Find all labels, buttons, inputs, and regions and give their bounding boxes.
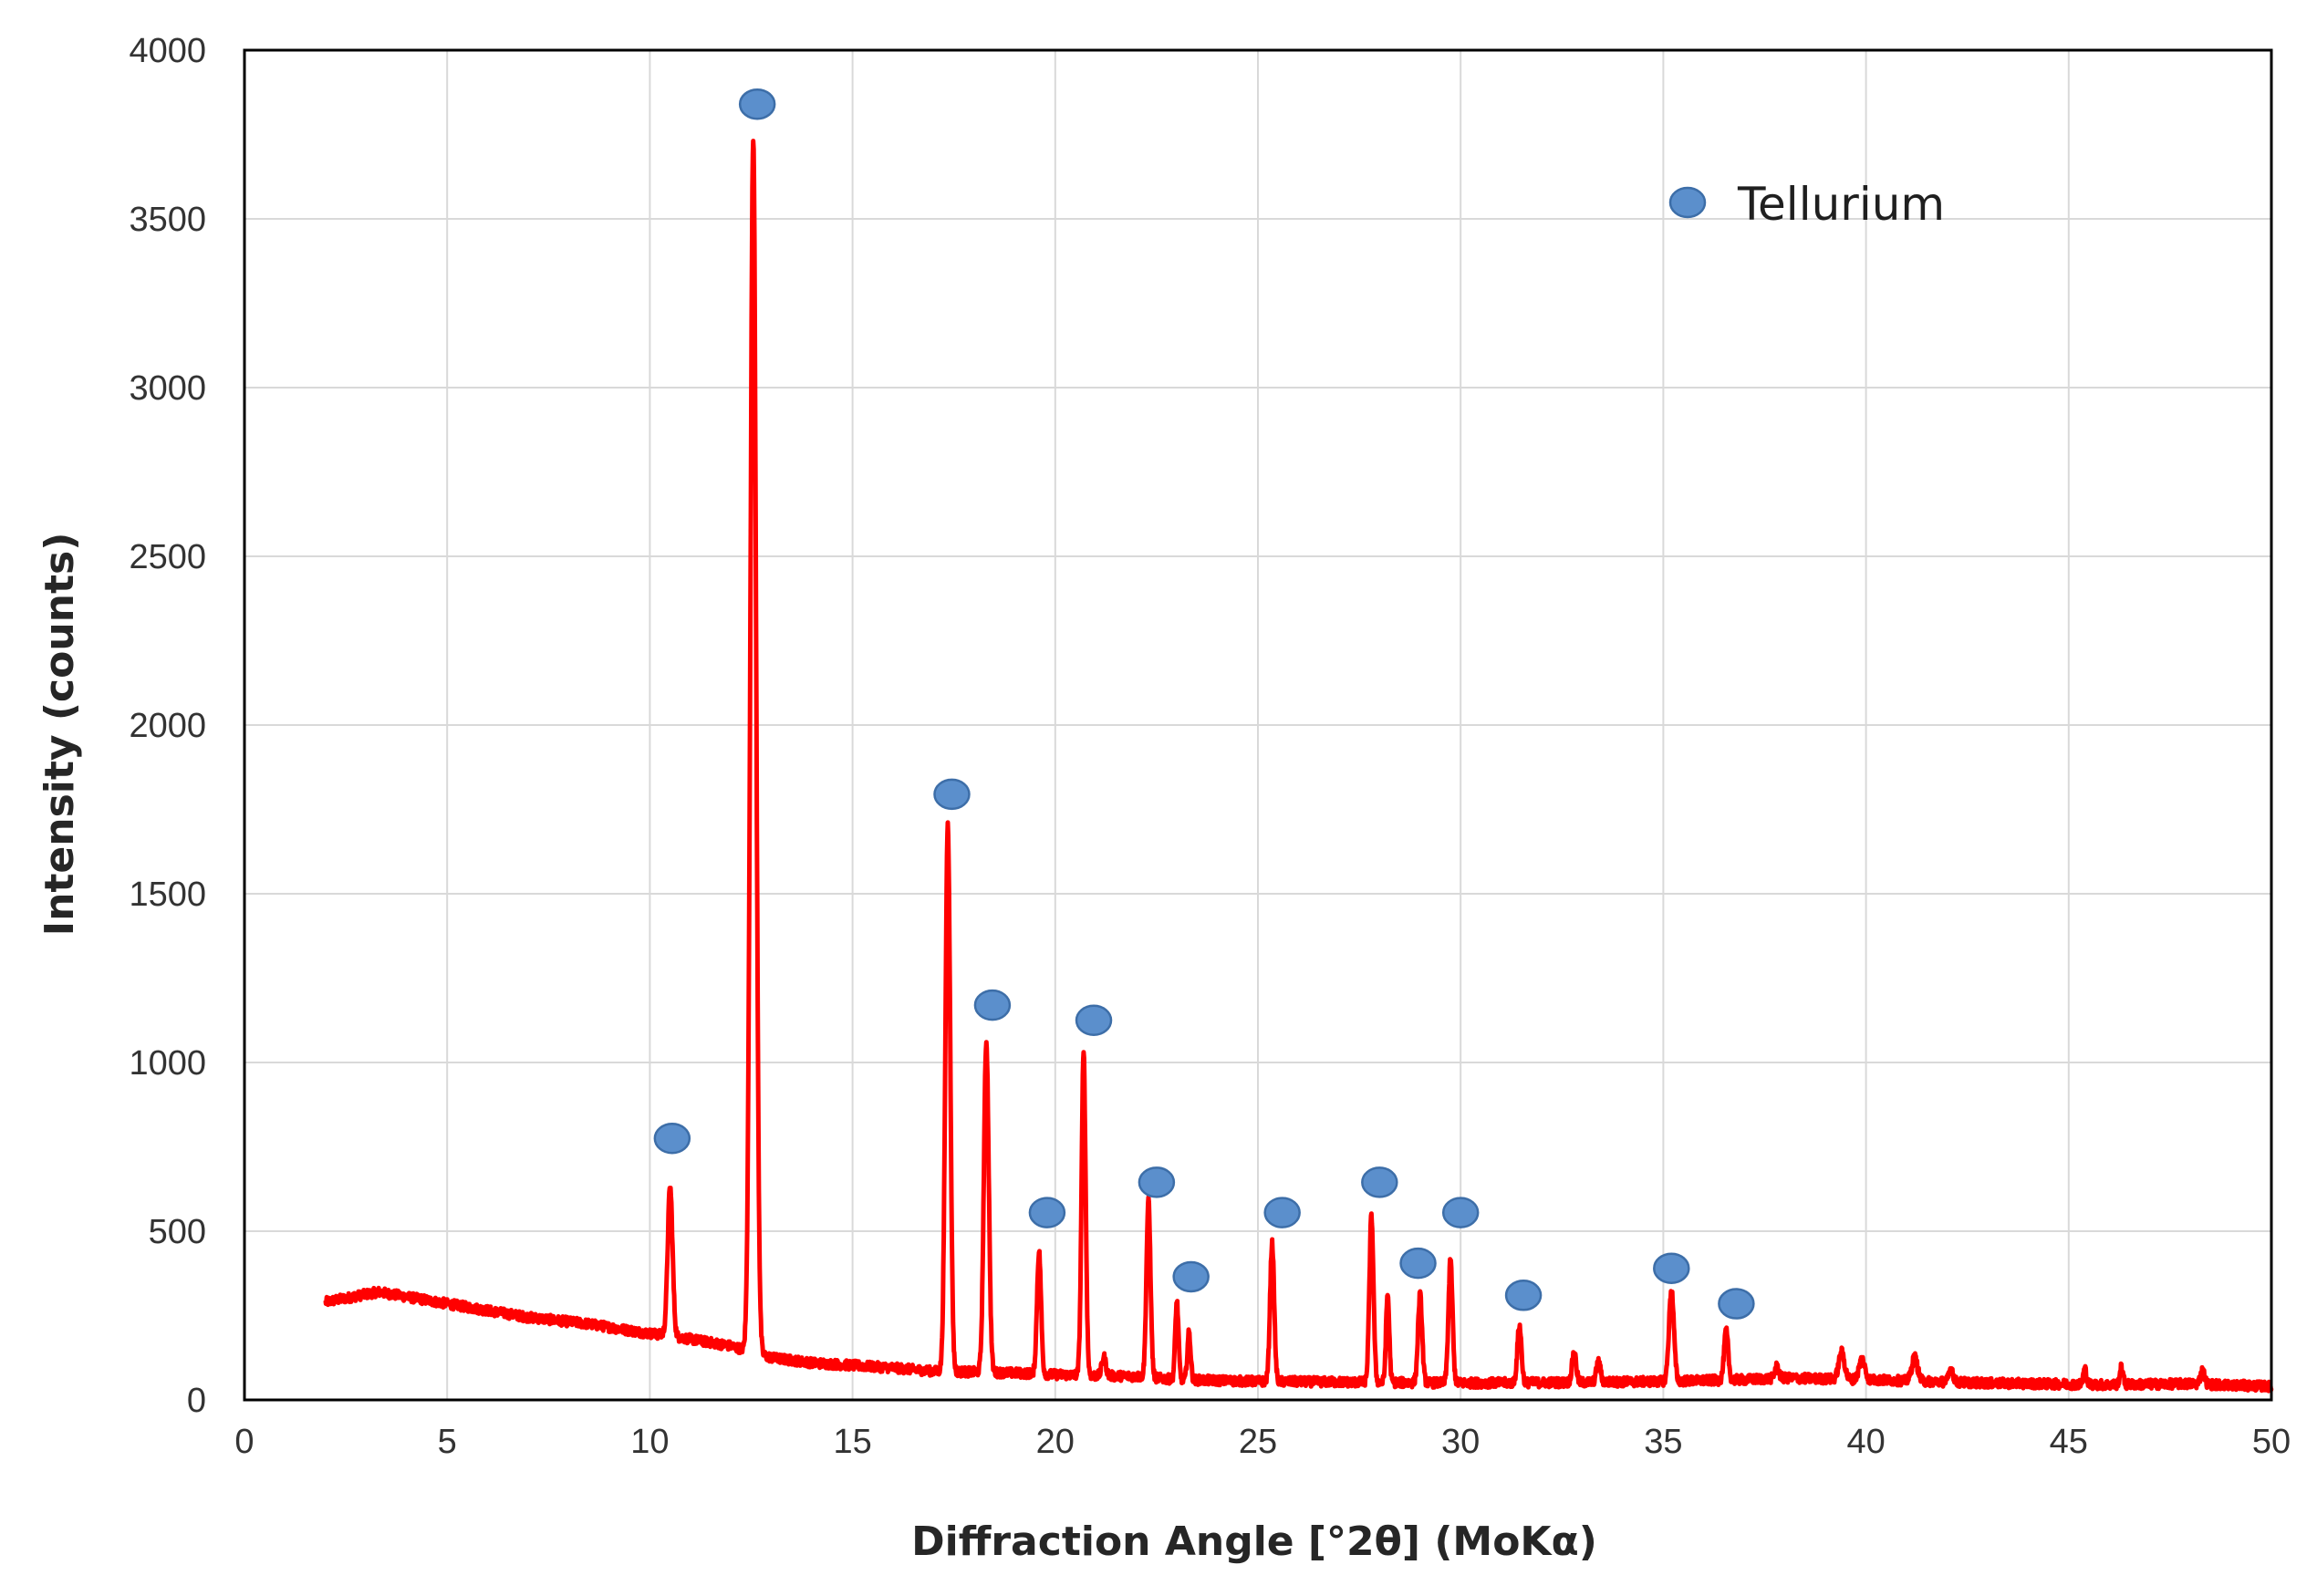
x-axis-title: Diffraction Angle [°2θ] (MoKα)	[911, 1518, 1597, 1565]
series-line-xrd	[323, 139, 2274, 1394]
x-tick-label-3: 15	[833, 1423, 871, 1461]
x-tick-label-10: 50	[2252, 1423, 2291, 1461]
y-axis-ticks: 0 500 1000 1500 2000 2500 3000 3500 4000	[129, 32, 206, 1420]
legend: Tellurium	[1668, 178, 1945, 231]
x-tick-label-6: 30	[1441, 1423, 1480, 1461]
tellurium-marker-0	[653, 1123, 691, 1155]
tellurium-marker-12	[1504, 1280, 1543, 1311]
y-tick-label-5: 2500	[129, 538, 206, 576]
tellurium-marker-2	[933, 778, 971, 811]
tellurium-marker-5	[1075, 1004, 1113, 1036]
y-axis-title: Intensity (counts)	[36, 533, 83, 937]
y-tick-label-8: 4000	[129, 32, 206, 70]
y-tick-label-0: 0	[187, 1382, 206, 1420]
x-tick-label-1: 5	[438, 1423, 457, 1461]
y-tick-label-6: 3000	[129, 369, 206, 408]
y-tick-label-7: 3500	[129, 201, 206, 239]
x-tick-label-4: 20	[1036, 1423, 1075, 1461]
tellurium-marker-4	[1028, 1197, 1066, 1228]
tellurium-marker-14	[1718, 1288, 1755, 1320]
y-tick-label-4: 2000	[129, 707, 206, 745]
x-tick-label-5: 25	[1239, 1423, 1277, 1461]
tellurium-marker-3	[973, 989, 1012, 1021]
x-tick-label-8: 40	[1846, 1423, 1885, 1461]
tellurium-marker-6	[1138, 1166, 1176, 1198]
x-tick-label-2: 10	[630, 1423, 669, 1461]
tellurium-marker-11	[1441, 1197, 1480, 1228]
series-layer	[323, 139, 2274, 1394]
y-tick-label-2: 1000	[129, 1044, 206, 1083]
y-tick-label-1: 500	[149, 1213, 206, 1251]
x-axis-ticks: 0 5 10 15 20 25 30 35 40 45 50	[234, 1423, 2291, 1461]
legend-label-tellurium: Tellurium	[1737, 178, 1945, 231]
x-tick-label-7: 35	[1644, 1423, 1682, 1461]
tellurium-marker-9	[1361, 1166, 1398, 1198]
tellurium-marker-1	[738, 88, 776, 120]
gridlines	[244, 50, 2271, 1400]
x-tick-label-0: 0	[234, 1423, 254, 1461]
tellurium-marker-7	[1172, 1260, 1210, 1293]
tellurium-marker-10	[1399, 1247, 1437, 1280]
x-tick-label-9: 45	[2050, 1423, 2088, 1461]
tellurium-marker-13	[1653, 1252, 1690, 1284]
tellurium-marker-8	[1263, 1197, 1301, 1228]
marker-layer	[653, 88, 1755, 1320]
y-tick-label-3: 1500	[129, 876, 206, 914]
plot-frame	[243, 48, 2273, 1402]
legend-marker-icon	[1668, 186, 1707, 219]
